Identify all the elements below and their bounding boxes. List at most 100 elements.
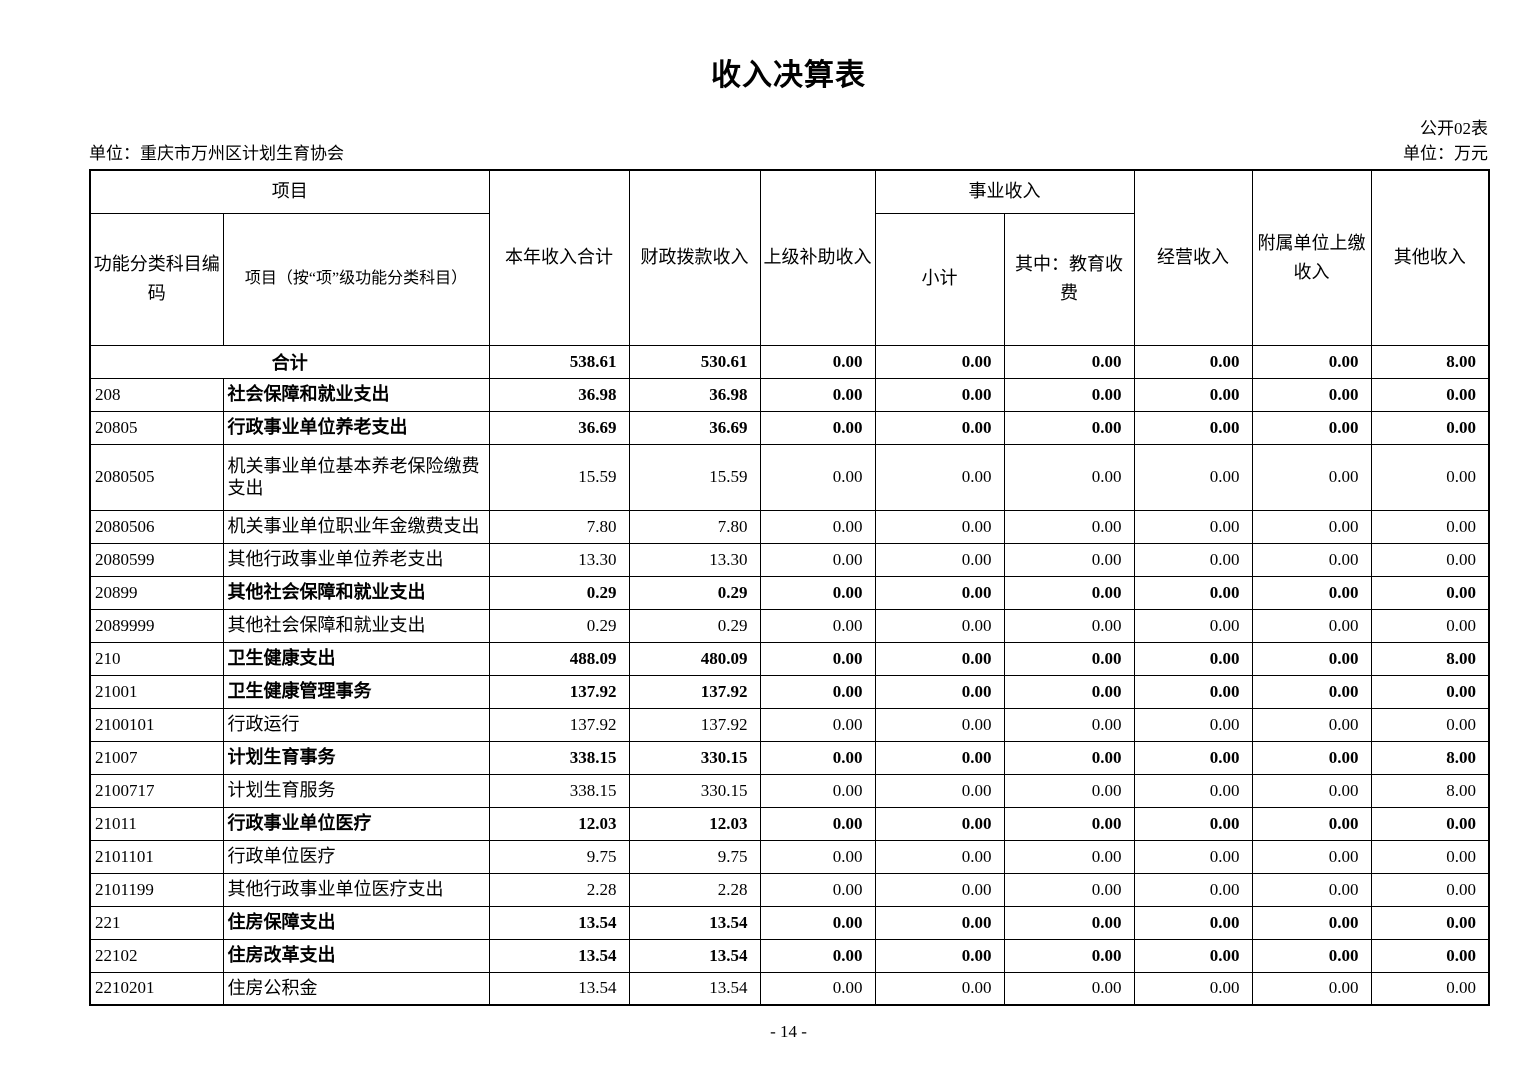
- value-cell: 7.80: [488, 509, 630, 544]
- value-cell: 0.00: [759, 344, 876, 379]
- value-cell: 0.00: [759, 839, 876, 874]
- value-cell: 0.00: [874, 905, 1005, 940]
- value-cell: 0.00: [1003, 608, 1135, 643]
- value-cell: 0.00: [1133, 575, 1253, 610]
- row-function-code: 2210201: [89, 971, 224, 1006]
- value-cell: 0.29: [488, 575, 630, 610]
- value-cell: 137.92: [488, 707, 630, 742]
- value-cell: 0.00: [1133, 509, 1253, 544]
- value-cell: 0.00: [1133, 740, 1253, 775]
- table-row: 208 社会保障和就业支出 36.98 36.98 0.00 0.00 0.00 0.00 0.…: [89, 377, 1490, 412]
- value-cell: 36.69: [628, 410, 761, 445]
- value-cell: 0.00: [1251, 542, 1372, 577]
- value-cell: 15.59: [628, 443, 761, 511]
- value-cell: 0.00: [1370, 839, 1490, 874]
- value-cell: 0.00: [1251, 608, 1372, 643]
- value-cell: 0.00: [1251, 344, 1372, 379]
- value-cell: 0.00: [1370, 674, 1490, 709]
- value-cell: 8.00: [1370, 641, 1490, 676]
- value-cell: 137.92: [488, 674, 630, 709]
- value-cell: 338.15: [488, 740, 630, 775]
- table-row: 2080599 其他行政事业单位养老支出 13.30 13.30 0.00 0.00 0.0…: [89, 542, 1490, 577]
- value-cell: 0.00: [1251, 410, 1372, 445]
- table-row: 2210201 住房公积金 13.54 13.54 0.00 0.00 0.00 0.00 0.…: [89, 971, 1490, 1006]
- value-cell: 0.00: [874, 542, 1005, 577]
- page-title: 收入决算表: [711, 59, 866, 92]
- value-cell: 0.00: [1370, 806, 1490, 841]
- value-cell: 0.00: [1370, 410, 1490, 445]
- value-cell: 0.00: [759, 608, 876, 643]
- value-cell: 13.54: [628, 905, 761, 940]
- currency-unit-label: 单位：万元: [1403, 144, 1488, 163]
- value-cell: 0.00: [874, 872, 1005, 907]
- doc-number-label: 公开02表: [1420, 119, 1488, 138]
- row-function-code: 210: [89, 641, 224, 676]
- value-cell: 0.00: [874, 674, 1005, 709]
- value-cell: 8.00: [1370, 773, 1490, 808]
- value-cell: 0.00: [1133, 641, 1253, 676]
- value-cell: 0.00: [874, 443, 1005, 511]
- value-cell: 0.00: [1003, 344, 1135, 379]
- header-function-code: 功能分类科目编码: [89, 212, 224, 346]
- value-cell: 488.09: [488, 641, 630, 676]
- value-cell: 0.00: [1251, 740, 1372, 775]
- value-cell: 12.03: [488, 806, 630, 841]
- value-cell: 0.29: [628, 608, 761, 643]
- value-cell: 0.00: [1370, 509, 1490, 544]
- value-cell: 0.00: [1133, 344, 1253, 379]
- row-project-name: 卫生健康支出: [222, 641, 490, 676]
- value-cell: 13.54: [488, 905, 630, 940]
- row-project-name: 机关事业单位职业年金缴费支出: [222, 509, 490, 544]
- value-cell: 0.00: [1133, 707, 1253, 742]
- value-cell: 13.54: [628, 938, 761, 973]
- value-cell: 0.00: [1003, 938, 1135, 973]
- row-function-code: 2080599: [89, 542, 224, 577]
- header-superior-subsidy: 上级补助收入: [759, 169, 876, 346]
- value-cell: 338.15: [488, 773, 630, 808]
- value-cell: 0.00: [759, 707, 876, 742]
- value-cell: 0.00: [874, 509, 1005, 544]
- row-function-code: 2080505: [89, 443, 224, 511]
- value-cell: 0.00: [1003, 575, 1135, 610]
- value-cell: 36.98: [628, 377, 761, 412]
- value-cell: 0.00: [1251, 806, 1372, 841]
- value-cell: 0.00: [759, 410, 876, 445]
- value-cell: 0.00: [1251, 707, 1372, 742]
- table-row: 2101199 其他行政事业单位医疗支出 2.28 2.28 0.00 0.00 0.00 0…: [89, 872, 1490, 907]
- value-cell: 0.00: [1003, 443, 1135, 511]
- value-cell: 330.15: [628, 773, 761, 808]
- value-cell: 0.00: [1003, 707, 1135, 742]
- income-accounts-table: 项目 本年收入合计 财政拨款收入 上级补助收入 事业收入 经营收入 附属单位上缴…: [89, 169, 1490, 1006]
- value-cell: 0.00: [1003, 674, 1135, 709]
- table-row: 2100717 计划生育服务 338.15 330.15 0.00 0.00 0.00 0.0…: [89, 773, 1490, 808]
- row-function-code: 221: [89, 905, 224, 940]
- row-function-code: 2101199: [89, 872, 224, 907]
- row-function-code: 21011: [89, 806, 224, 841]
- value-cell: 0.00: [1003, 377, 1135, 412]
- value-cell: 2.28: [628, 872, 761, 907]
- value-cell: 0.00: [1003, 509, 1135, 544]
- value-cell: 137.92: [628, 674, 761, 709]
- value-cell: 0.00: [1251, 971, 1372, 1006]
- value-cell: 0.00: [1370, 542, 1490, 577]
- value-cell: 0.29: [488, 608, 630, 643]
- row-project-name: 计划生育服务: [222, 773, 490, 808]
- header-project-item: 项目（按“项”级功能分类科目）: [222, 212, 490, 346]
- value-cell: 0.00: [759, 377, 876, 412]
- value-cell: 0.29: [628, 575, 761, 610]
- value-cell: 0.00: [1133, 872, 1253, 907]
- value-cell: 0.00: [874, 575, 1005, 610]
- value-cell: 0.00: [874, 740, 1005, 775]
- value-cell: 0.00: [874, 608, 1005, 643]
- row-project-name: 计划生育事务: [222, 740, 490, 775]
- value-cell: 0.00: [1133, 839, 1253, 874]
- value-cell: 0.00: [1370, 377, 1490, 412]
- value-cell: 0.00: [1003, 971, 1135, 1006]
- value-cell: 0.00: [759, 806, 876, 841]
- value-cell: 0.00: [874, 773, 1005, 808]
- table-row: 2089999 其他社会保障和就业支出 0.29 0.29 0.00 0.00 0.00 0.…: [89, 608, 1490, 643]
- value-cell: 0.00: [874, 971, 1005, 1006]
- row-function-code: 20805: [89, 410, 224, 445]
- value-cell: 0.00: [1370, 575, 1490, 610]
- value-cell: 0.00: [759, 971, 876, 1006]
